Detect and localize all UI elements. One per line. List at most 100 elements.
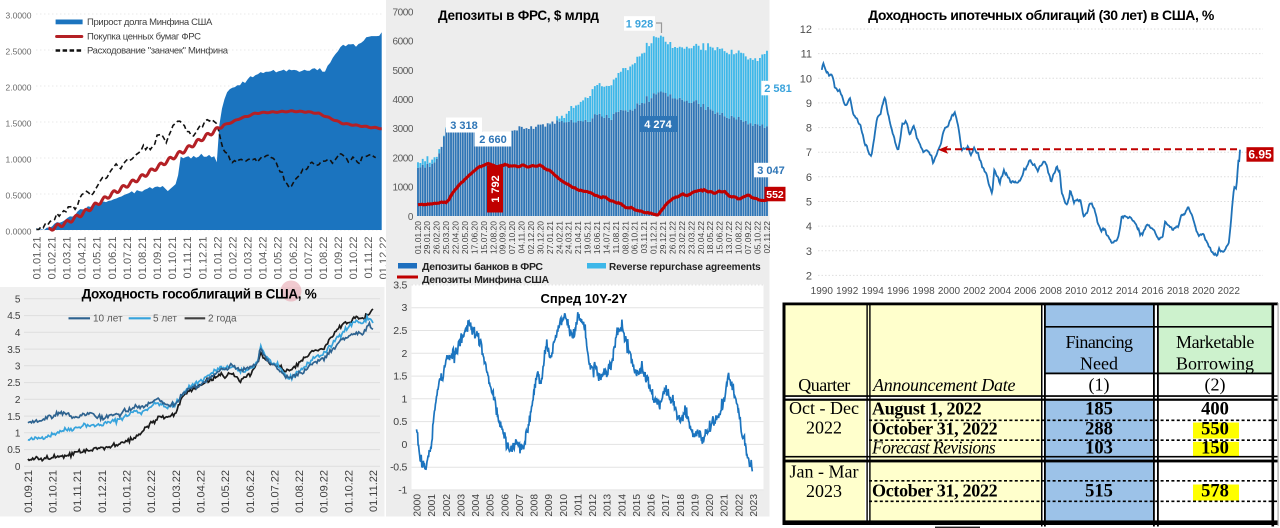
svg-text:2012: 2012: [1090, 286, 1113, 297]
svg-text:2 660: 2 660: [479, 134, 507, 146]
svg-text:2002: 2002: [442, 494, 453, 517]
svg-text:22.04.20: 22.04.20: [451, 221, 461, 254]
svg-text:4.5: 4.5: [7, 311, 21, 322]
svg-text:3.0000: 3.0000: [6, 11, 32, 21]
svg-text:3: 3: [806, 246, 812, 258]
svg-text:20.05.20: 20.05.20: [460, 221, 470, 254]
svg-text:2010: 2010: [559, 494, 570, 517]
svg-text:2001: 2001: [427, 494, 438, 517]
svg-text:October 31, 2022: October 31, 2022: [872, 481, 998, 501]
svg-text:17.06.20: 17.06.20: [469, 221, 479, 254]
svg-text:01.02.21: 01.02.21: [47, 237, 59, 280]
svg-text:2002: 2002: [963, 286, 986, 297]
svg-text:01.06.22: 01.06.22: [245, 470, 257, 513]
svg-text:01.07.22: 01.07.22: [269, 470, 281, 513]
svg-text:19.05.21: 19.05.21: [583, 221, 593, 254]
svg-text:01.01.20: 01.01.20: [413, 221, 423, 254]
svg-text:01.10.22: 01.10.22: [343, 470, 355, 513]
svg-text:02.11.22: 02.11.22: [762, 221, 772, 254]
svg-text:2020: 2020: [705, 494, 716, 517]
svg-text:2022: 2022: [806, 418, 842, 438]
svg-text:12.08.20: 12.08.20: [488, 221, 498, 254]
svg-text:2007: 2007: [515, 494, 526, 517]
svg-text:1 928: 1 928: [626, 19, 654, 31]
svg-text:2018: 2018: [1167, 286, 1190, 297]
svg-text:5: 5: [15, 295, 21, 306]
svg-text:01.08.22: 01.08.22: [318, 237, 330, 280]
svg-text:10: 10: [800, 73, 812, 85]
svg-text:10.08.22: 10.08.22: [734, 221, 744, 254]
svg-text:27.01.21: 27.01.21: [545, 221, 555, 254]
svg-text:01.03.22: 01.03.22: [243, 237, 255, 280]
svg-text:01.04.21: 01.04.21: [77, 237, 89, 280]
svg-text:0: 0: [408, 212, 414, 223]
svg-text:3000: 3000: [393, 124, 414, 135]
svg-text:400: 400: [1201, 400, 1229, 420]
svg-text:01.08.21: 01.08.21: [137, 237, 149, 280]
svg-text:29.01.20: 29.01.20: [422, 221, 432, 254]
svg-text:2022: 2022: [1218, 286, 1241, 297]
svg-text:1998: 1998: [912, 286, 935, 297]
svg-text:01.10.21: 01.10.21: [48, 470, 60, 513]
svg-text:01.01.22: 01.01.22: [122, 470, 134, 513]
svg-text:02.12.20: 02.12.20: [526, 221, 536, 254]
svg-text:Oct - Dec: Oct - Dec: [789, 398, 859, 418]
svg-text:0.0000: 0.0000: [6, 227, 32, 237]
svg-text:2014: 2014: [1116, 286, 1139, 297]
svg-text:August 1, 2022: August 1, 2022: [872, 399, 982, 419]
svg-text:26.01.22: 26.01.22: [668, 221, 678, 254]
svg-text:-1: -1: [398, 484, 407, 496]
svg-text:Депозиты Минфина США: Депозиты Минфина США: [422, 274, 549, 286]
svg-text:Доходность ипотечных облигаций: Доходность ипотечных облигаций (30 лет) …: [868, 7, 1215, 23]
svg-text:01.12.21: 01.12.21: [97, 470, 109, 513]
svg-text:10 лет: 10 лет: [93, 314, 123, 325]
svg-text:01.02.22: 01.02.22: [146, 470, 158, 513]
svg-text:6000: 6000: [393, 37, 414, 48]
svg-text:14.07.21: 14.07.21: [601, 221, 611, 254]
svg-text:01.09.21: 01.09.21: [23, 470, 35, 513]
svg-text:12: 12: [800, 24, 812, 36]
svg-text:01.12.21: 01.12.21: [197, 237, 209, 280]
svg-text:Announcement Date: Announcement Date: [872, 375, 1015, 395]
svg-text:0.5: 0.5: [7, 445, 21, 456]
svg-text:2006: 2006: [1014, 286, 1037, 297]
svg-text:01.10.21: 01.10.21: [167, 237, 179, 280]
svg-text:1.5000: 1.5000: [6, 119, 32, 129]
svg-text:Financing: Financing: [1065, 332, 1133, 352]
svg-text:13.07.22: 13.07.22: [724, 221, 734, 254]
svg-text:01.11.22: 01.11.22: [368, 470, 380, 512]
svg-text:1.0000: 1.0000: [6, 155, 32, 165]
svg-text:29.12.21: 29.12.21: [658, 221, 668, 254]
svg-text:2020: 2020: [1192, 286, 1215, 297]
svg-text:7000: 7000: [393, 7, 414, 18]
svg-text:01.04.22: 01.04.22: [258, 237, 270, 280]
svg-text:2: 2: [401, 348, 407, 360]
svg-text:09.09.20: 09.09.20: [498, 221, 508, 254]
svg-text:0: 0: [401, 439, 407, 451]
svg-text:23.02.22: 23.02.22: [677, 221, 687, 254]
svg-text:Расходование "заначек" Минфина: Расходование "заначек" Минфина: [87, 46, 229, 57]
svg-text:01.06.22: 01.06.22: [288, 237, 300, 280]
svg-text:3.5: 3.5: [393, 280, 407, 292]
svg-text:3.5: 3.5: [7, 345, 21, 356]
svg-text:2004: 2004: [471, 494, 482, 517]
svg-text:2019: 2019: [691, 494, 702, 517]
svg-text:3: 3: [401, 302, 407, 314]
svg-text:01.05.21: 01.05.21: [92, 237, 104, 280]
svg-text:01.06.21: 01.06.21: [107, 237, 119, 280]
svg-text:3 318: 3 318: [450, 120, 478, 132]
svg-text:24.03.21: 24.03.21: [564, 221, 574, 254]
svg-text:01.05.22: 01.05.22: [273, 237, 285, 280]
svg-text:5000: 5000: [393, 66, 414, 77]
svg-text:2003: 2003: [456, 494, 467, 517]
svg-text:2 581: 2 581: [764, 83, 792, 95]
svg-text:2009: 2009: [544, 494, 555, 517]
svg-text:21.04.21: 21.04.21: [573, 221, 583, 254]
svg-text:2: 2: [806, 270, 812, 282]
svg-text:01.08.22: 01.08.22: [294, 470, 306, 513]
svg-text:01.01.21: 01.01.21: [31, 237, 43, 280]
svg-text:11.08.21: 11.08.21: [611, 221, 621, 254]
svg-text:Reverse repurchase agreements: Reverse repurchase agreements: [609, 262, 761, 273]
svg-text:2000: 2000: [413, 494, 424, 517]
svg-text:01.11.21: 01.11.21: [182, 237, 194, 279]
